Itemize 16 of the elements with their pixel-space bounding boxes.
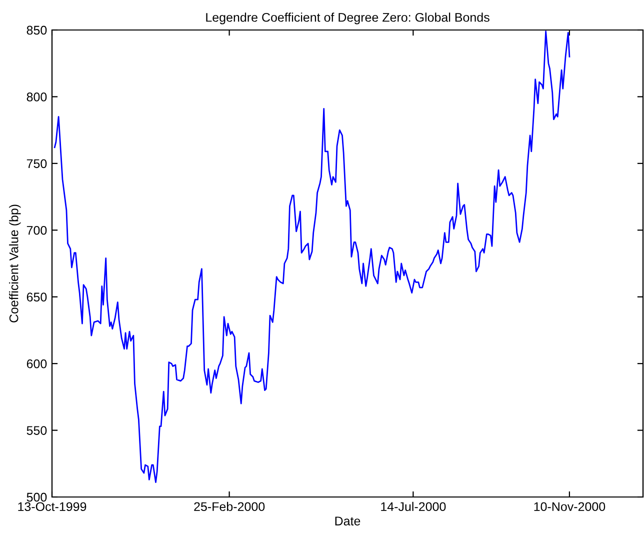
y-tick-label: 700 (26, 226, 47, 235)
x-tick-label: 13-Oct-1999 (18, 502, 86, 512)
x-tick-label: 25-Feb-2000 (194, 502, 265, 512)
y-tick-label: 750 (26, 159, 47, 168)
y-tick-label: 850 (26, 26, 47, 35)
chart-title: Legendre Coefficient of Degree Zero: Global Bonds (206, 12, 490, 24)
y-tick-label: 800 (26, 92, 47, 102)
y-axis-title: Coefficient Value (bp) (9, 204, 21, 322)
line-series (54, 30, 570, 484)
x-axis-title: Date (335, 516, 360, 526)
y-tick-label: 500 (26, 492, 47, 502)
x-tick-label: 14-Jul-2000 (381, 502, 446, 512)
y-tick-label: 650 (26, 292, 47, 302)
y-tick-label: 600 (26, 359, 47, 368)
x-tick-label: 10-Nov-2000 (534, 502, 606, 512)
y-tick-label: 550 (26, 426, 47, 435)
